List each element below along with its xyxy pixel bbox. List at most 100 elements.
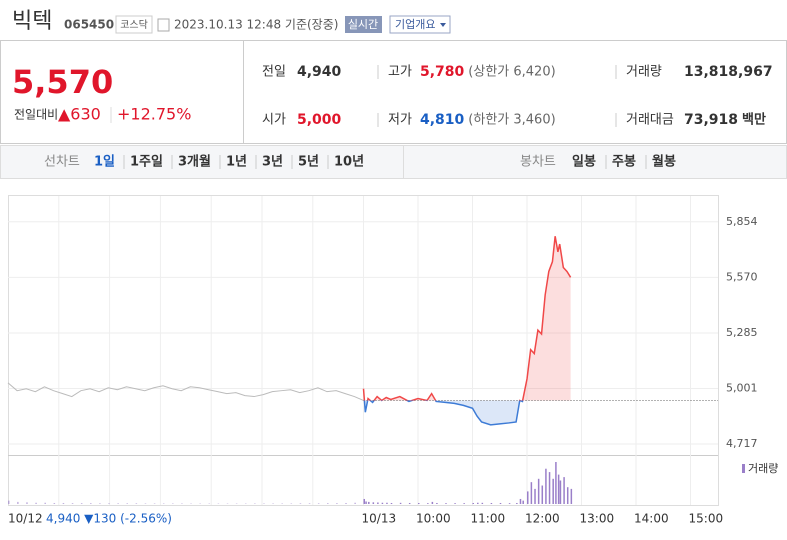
period-tab[interactable]: 월봉 — [652, 154, 676, 170]
volume-bar — [162, 503, 165, 504]
volume-bar — [530, 482, 533, 504]
volume-bar — [327, 503, 329, 504]
volume-bar — [263, 503, 265, 504]
stat-value: 13,818,967 — [684, 64, 773, 80]
change-label: 전일대비 — [14, 108, 58, 122]
period-tab[interactable]: 5년 — [298, 155, 319, 170]
period-tab[interactable]: 3개월 — [178, 154, 211, 170]
period-tab[interactable]: 1주일 — [130, 155, 163, 170]
stat-note: (상한가 6,420) — [468, 65, 555, 80]
volume-bar — [427, 503, 429, 504]
stat-value: 5,000 — [297, 112, 342, 128]
y-tick-label: 5,854 — [726, 215, 758, 228]
line-chart-label: 선차트 — [44, 155, 80, 170]
period-tab[interactable]: 3년 — [262, 155, 283, 170]
period-tab[interactable]: 주봉 — [612, 155, 636, 170]
volume-bar — [377, 502, 379, 504]
volume-bar — [408, 502, 411, 504]
stat-value: 5,780 — [420, 64, 465, 80]
volume-bar — [363, 498, 365, 504]
volume-bar — [390, 502, 393, 504]
x-tick-label: 13:00 — [580, 512, 615, 526]
volume-bar — [135, 503, 138, 504]
x-tick-label: 14:00 — [634, 512, 669, 526]
x-tick-label: 11:00 — [471, 512, 506, 526]
previous-line — [7, 382, 364, 401]
volume-legend: 거래량 — [748, 462, 778, 475]
stat-unit: 백만 — [742, 112, 766, 128]
clock-icon — [157, 18, 170, 32]
volume-bar — [541, 485, 544, 504]
chart-frame — [8, 195, 719, 506]
volume-bar — [381, 502, 384, 504]
volume-bar — [566, 487, 569, 504]
volume-bar — [445, 503, 447, 504]
candle-chart-label: 봉차트 — [520, 155, 556, 170]
volume-bar — [527, 491, 529, 504]
volume-bar — [557, 474, 560, 504]
stat-value: 73,918 — [684, 112, 738, 128]
volume-bar — [44, 502, 46, 504]
volume-bar — [399, 502, 402, 504]
volume-bar — [431, 501, 434, 504]
volume-bar — [26, 502, 28, 504]
volume-bar — [368, 501, 370, 504]
stock-name: 빅텍 — [12, 9, 52, 34]
change-rate: +12.75% — [117, 105, 191, 124]
volume-bar — [17, 501, 19, 504]
price-area — [363, 236, 571, 425]
volume-bar — [144, 503, 147, 504]
volume-bar — [336, 503, 338, 504]
market-label: 코스닥 — [120, 19, 148, 31]
stock-code: 065450 — [64, 18, 114, 32]
volume-bar — [345, 502, 347, 504]
volume-bar — [548, 472, 551, 504]
volume-bar — [522, 500, 524, 504]
volume-bar — [436, 502, 438, 504]
quote-box — [0, 40, 787, 144]
stat-value: 4,810 — [420, 112, 465, 128]
volume-bar — [90, 503, 92, 504]
volume-bar — [563, 477, 565, 504]
y-tick-label: 5,570 — [726, 270, 758, 283]
timestamp: 2023.10.13 12:48 기준(장중) — [174, 18, 338, 32]
volume-bar — [508, 503, 511, 504]
period-tab[interactable]: 1년 — [226, 155, 247, 170]
realtime-label[interactable]: 실시간 — [348, 18, 378, 31]
previous-date: 10/12 — [8, 512, 43, 526]
period-tab[interactable]: 1일 — [94, 155, 115, 170]
volume-bar — [365, 501, 367, 504]
company-button[interactable] — [389, 15, 451, 34]
volume-bar — [499, 502, 502, 504]
volume-bar — [272, 503, 274, 504]
y-tick-label: 5,001 — [726, 382, 758, 395]
volume-bar — [559, 480, 562, 504]
stat-label: 시가 — [262, 113, 286, 128]
volume-bar — [71, 503, 74, 504]
volume-bar — [354, 502, 356, 504]
volume-bar — [537, 478, 540, 504]
y-tick-label: 5,285 — [726, 326, 758, 339]
company-label[interactable]: 기업개요 — [395, 18, 435, 31]
volume-bar — [299, 503, 302, 504]
change: ▲630 — [58, 105, 101, 124]
volume-bar — [126, 503, 128, 504]
volume-legend-swatch — [742, 464, 745, 473]
period-tab[interactable]: 10년 — [334, 155, 364, 170]
volume-bar — [153, 503, 156, 504]
volume-bar — [290, 503, 293, 504]
volume-bar — [62, 502, 65, 504]
realtime-button[interactable] — [345, 16, 382, 33]
x-tick-label: 15:00 — [689, 512, 724, 526]
volume-bar — [99, 503, 101, 504]
stat-value: 4,940 — [297, 64, 342, 80]
previous-summary: 4,940 ▼130 (-2.56%) — [46, 512, 172, 526]
price-line — [362, 236, 572, 426]
period-tab[interactable]: 일봉 — [572, 155, 596, 170]
volume-bar — [516, 502, 518, 504]
stat-label: 거래대금 — [626, 113, 674, 128]
stat-label: 전일 — [262, 65, 286, 80]
volume-bar — [281, 503, 283, 504]
volume-bar — [418, 502, 420, 504]
